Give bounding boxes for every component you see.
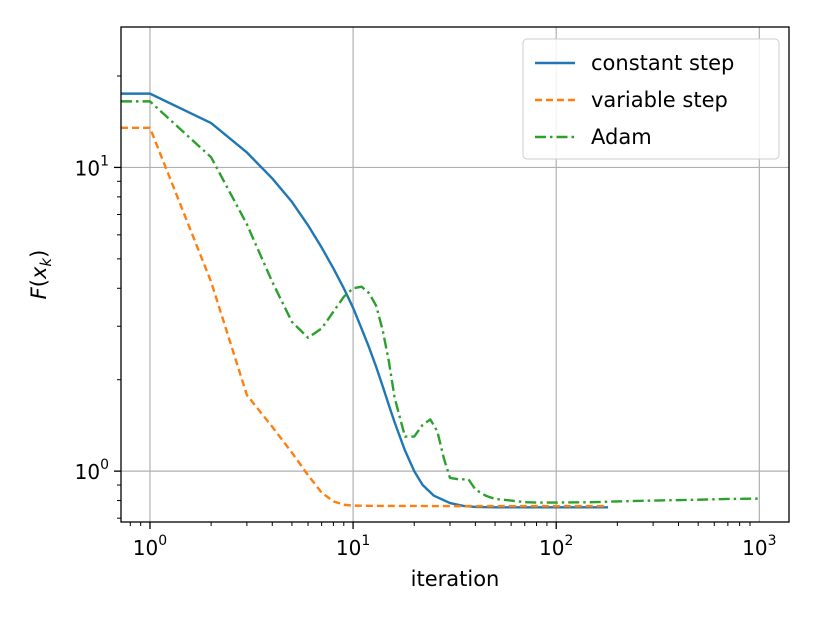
legend-label-constant-step: constant step — [591, 51, 734, 75]
y-axis-label: F(xk) — [27, 250, 55, 300]
legend-label-variable-step: variable step — [591, 88, 728, 112]
y-tick-label-1: 101 — [75, 153, 109, 180]
legend-label-adam: Adam — [591, 125, 652, 149]
x-tick-label-1: 101 — [336, 533, 370, 560]
y-tick-label-0: 100 — [75, 457, 109, 484]
legend: constant step variable step Adam — [522, 38, 780, 160]
plot-frame — [120, 26, 790, 523]
x-axis-label: iteration — [411, 567, 500, 591]
series-line-constant-step — [121, 92, 609, 509]
x-tick-label-2: 102 — [539, 533, 573, 560]
x-tick-label-0: 100 — [133, 533, 167, 560]
x-axis-ticks: 100 101 102 103 — [129, 522, 777, 560]
series-line-adam — [121, 100, 760, 504]
x-tick-label-3: 103 — [742, 533, 776, 560]
y-axis-ticks: 100 101 — [75, 75, 121, 519]
legend-box — [522, 38, 780, 160]
series-layer — [121, 92, 760, 509]
series-line-variable-step — [121, 126, 609, 508]
